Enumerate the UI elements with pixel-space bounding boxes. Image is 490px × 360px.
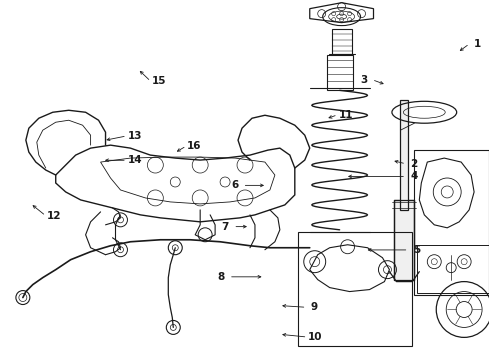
Bar: [415, 150, 489, 294]
Bar: [417, 245, 489, 293]
Text: 16: 16: [187, 141, 202, 151]
Text: 5: 5: [413, 245, 420, 255]
Text: 6: 6: [231, 180, 238, 190]
Text: 1: 1: [474, 39, 481, 49]
Bar: [327, 55, 353, 90]
Bar: [298, 232, 413, 346]
Bar: [394, 200, 415, 280]
Text: 10: 10: [308, 332, 323, 342]
Text: 2: 2: [411, 159, 417, 169]
Text: 13: 13: [127, 131, 142, 141]
Text: 3: 3: [360, 75, 368, 85]
Text: 11: 11: [339, 110, 353, 120]
Text: 9: 9: [311, 302, 318, 312]
Text: 8: 8: [217, 272, 224, 282]
Text: 12: 12: [47, 211, 61, 221]
Bar: [400, 100, 408, 210]
Text: 14: 14: [127, 155, 142, 165]
Text: 7: 7: [221, 222, 229, 231]
Text: 15: 15: [151, 76, 166, 86]
Text: 4: 4: [410, 171, 418, 181]
Bar: [332, 28, 352, 54]
